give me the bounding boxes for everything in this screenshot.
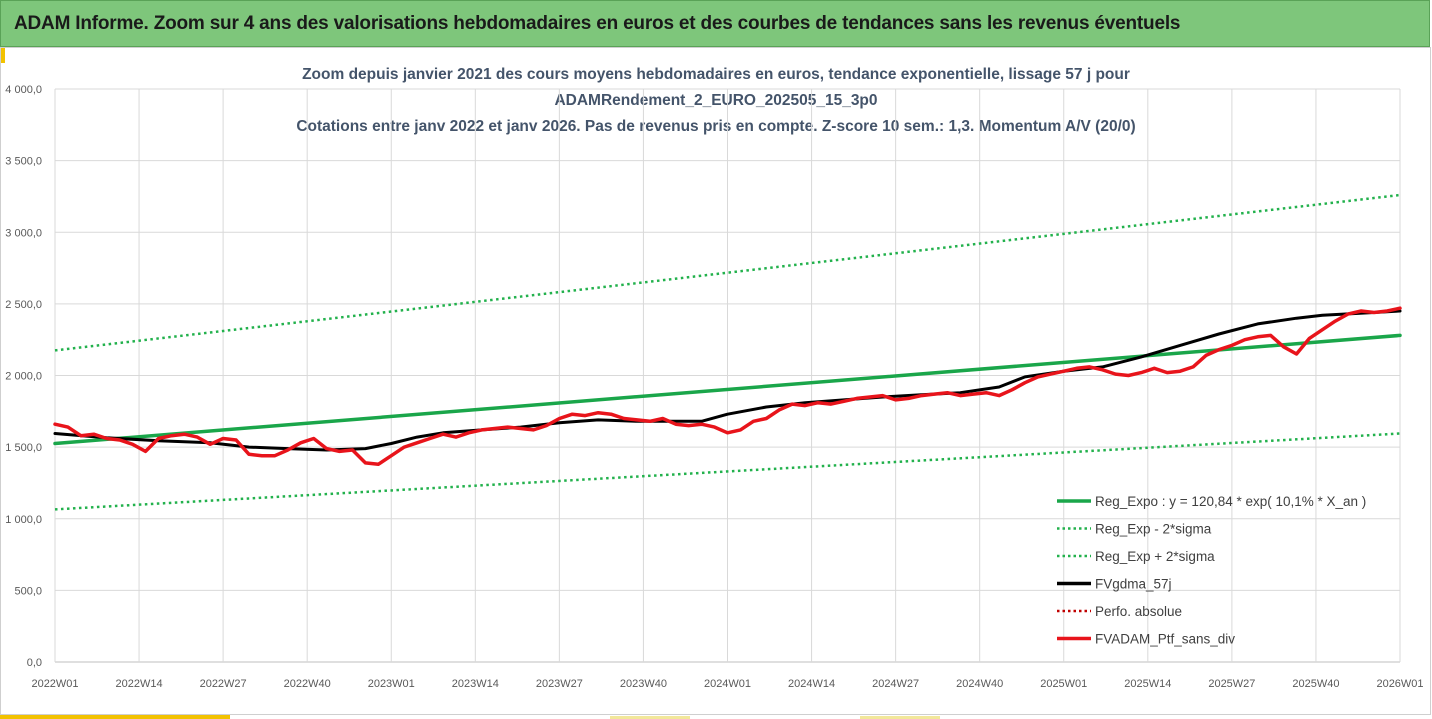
x-tick-label: 2025W14 [1124, 678, 1171, 690]
chart-frame [0, 47, 1431, 715]
legend-label: Reg_Exp - 2*sigma [1095, 522, 1212, 537]
chart-title-line-2: ADAMRendement_2_EURO_202505_15_3p0 [554, 92, 878, 109]
accent-bar-bottom-3 [860, 716, 940, 719]
title-banner: ADAM Informe. Zoom sur 4 ans des valoris… [0, 0, 1430, 47]
chart-gridlines [54, 88, 1401, 663]
y-tick-label: 2 500,0 [5, 299, 42, 311]
x-tick-label: 2025W40 [1292, 678, 1339, 690]
x-tick-label: 2023W14 [452, 678, 499, 690]
series-line-reg-expo [53, 333, 1402, 446]
series-line-reg-exp-2-sigma [54, 432, 1401, 511]
x-tick-label: 2022W40 [284, 678, 331, 690]
x-tick-label: 2024W40 [956, 678, 1003, 690]
y-tick-label: 3 500,0 [5, 156, 42, 168]
x-axis: 2022W01 2022W14 2022W27 2022W40 2023W01 2023W… [31, 678, 1423, 690]
series-line-fvadam-ptf-sans-div [53, 306, 1402, 467]
series-line-reg-exp-2-sigma [54, 193, 1401, 352]
y-tick-label: 500,0 [14, 585, 42, 597]
y-tick-label: 1 000,0 [5, 514, 42, 526]
x-tick-label: 2025W01 [1040, 678, 1087, 690]
x-tick-label: 2022W27 [200, 678, 247, 690]
legend-label: FVgdma_57j [1095, 577, 1172, 592]
legend-label: Reg_Exp + 2*sigma [1095, 549, 1215, 564]
chart-title-line-1: Zoom depuis janvier 2021 des cours moyen… [302, 66, 1130, 83]
y-tick-label: 3 000,0 [5, 227, 42, 239]
chart-title-line-3: Cotations entre janv 2022 et janv 2026. … [296, 118, 1136, 135]
legend-label: Reg_Expo : y = 120,84 * exp( 10,1% * X_a… [1095, 494, 1366, 509]
y-tick-label: 4 000,0 [5, 84, 42, 96]
banner-title: ADAM Informe. Zoom sur 4 ans des valoris… [14, 13, 1181, 34]
y-axis: 0,0 500,0 1 000,0 1 500,0 2 000,0 2 500,0 3 00… [5, 84, 42, 669]
accent-bar-bottom [0, 715, 230, 719]
x-tick-label: 2024W27 [872, 678, 919, 690]
y-tick-label: 2 000,0 [5, 371, 42, 383]
x-tick-label: 2022W01 [31, 678, 78, 690]
accent-bar-left [0, 47, 5, 63]
accent-bar-bottom-2 [610, 716, 690, 719]
legend-label: FVADAM_Ptf_sans_div [1095, 632, 1235, 647]
y-tick-label: 0,0 [27, 657, 42, 669]
chart-series [53, 193, 1402, 511]
x-tick-label: 2024W14 [788, 678, 835, 690]
y-tick-label: 1 500,0 [5, 442, 42, 454]
x-tick-label: 2023W27 [536, 678, 583, 690]
x-tick-label: 2023W40 [620, 678, 667, 690]
x-tick-label: 2026W01 [1376, 678, 1423, 690]
legend-label: Perfo. absolue [1095, 604, 1182, 619]
x-tick-label: 2023W01 [368, 678, 415, 690]
x-tick-label: 2025W27 [1208, 678, 1255, 690]
x-tick-label: 2024W01 [704, 678, 751, 690]
x-tick-label: 2022W14 [116, 678, 163, 690]
chart-legend: Reg_Expo : y = 120,84 * exp( 10,1% * X_a… [1057, 494, 1366, 647]
